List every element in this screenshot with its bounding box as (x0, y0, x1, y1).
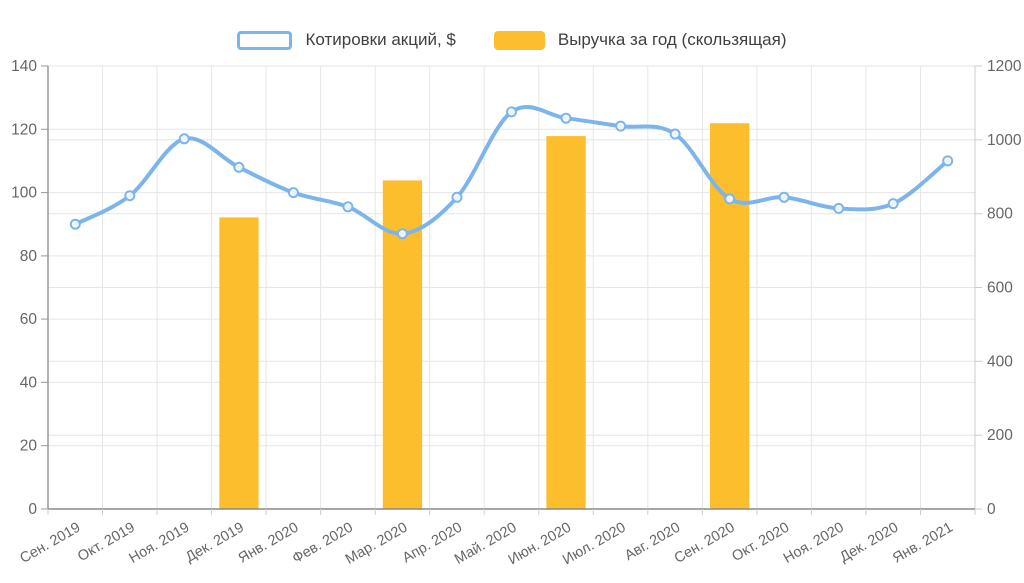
gridlines (48, 65, 976, 510)
left-axis-label: 20 (20, 438, 38, 455)
right-axis-label: 600 (987, 280, 1013, 297)
legend-label-stock-quotes: Котировки акций, $ (305, 30, 456, 49)
legend-item-revenue[interactable]: Выручка за год (скользящая) (493, 30, 787, 50)
axis-ticks (41, 65, 982, 515)
x-axis-label-Июл. 2020: Июл. 2020 (560, 520, 628, 569)
stock-point-Окт. 2020[interactable] (778, 191, 790, 203)
revenue-bar-Июн. 2020[interactable] (546, 136, 586, 509)
stock-point-Апр. 2020[interactable] (451, 191, 463, 203)
stock-point-Ноя. 2020[interactable] (833, 202, 845, 214)
stock-point-Дек. 2019[interactable] (233, 161, 245, 173)
left-axis-label: 40 (20, 374, 38, 391)
right-axis-label: 200 (987, 427, 1013, 444)
x-axis-label-Янв. 2021: Янв. 2021 (890, 520, 956, 567)
x-axis-label-Ноя. 2019: Ноя. 2019 (127, 520, 193, 567)
stock-point-Июл. 2020[interactable] (615, 120, 627, 132)
stock-point-Ноя. 2019[interactable] (178, 133, 190, 145)
legend-swatch-line-icon (237, 30, 293, 50)
legend: Котировки акций, $ Выручка за год (сколь… (0, 30, 1024, 50)
x-axis-label-Янв. 2020: Янв. 2020 (236, 520, 302, 567)
x-axis-label-Ноя. 2020: Ноя. 2020 (781, 520, 847, 567)
left-axis-label: 100 (11, 185, 37, 202)
left-axis-label: 80 (20, 248, 38, 265)
stock-point-Мар. 2020[interactable] (396, 228, 408, 240)
left-axis-label: 120 (11, 121, 37, 138)
stock-point-Фев. 2020[interactable] (342, 201, 354, 213)
right-axis-label: 1000 (987, 132, 1022, 149)
right-axis-label: 400 (987, 353, 1013, 370)
stock-quotes-line (73, 105, 950, 236)
x-axis-label-Дек. 2020: Дек. 2020 (837, 520, 901, 566)
x-axis-label-Сен. 2020: Сен. 2020 (672, 520, 738, 567)
stock-point-Янв. 2020[interactable] (287, 187, 299, 199)
left-axis-label: 60 (20, 311, 38, 328)
stock-quotes-markers (69, 106, 954, 240)
revenue-bar-Сен. 2020[interactable] (710, 123, 750, 509)
stock-point-Сен. 2020[interactable] (724, 193, 736, 205)
stock-point-Окт. 2019[interactable] (124, 190, 136, 202)
right-axis-label: 0 (987, 501, 996, 518)
right-axis-label: 1200 (987, 58, 1022, 75)
x-axis-label-Сен. 2019: Сен. 2019 (17, 520, 83, 567)
legend-label-revenue: Выручка за год (скользящая) (557, 30, 787, 49)
axis-labels: 0 20 40 60 80 100 120 140 0 200 400 600 800 1000 1200 С… (11, 58, 1022, 568)
right-axis-label: 800 (987, 206, 1013, 223)
left-axis-label: 140 (11, 58, 37, 75)
legend-item-stock-quotes[interactable]: Котировки акций, $ (237, 30, 456, 50)
x-axis-label-Окт. 2019: Окт. 2019 (75, 520, 138, 565)
stock-point-Авг. 2020[interactable] (669, 128, 681, 140)
left-axis-label: 0 (28, 501, 37, 518)
x-axis-label-Дек. 2019: Дек. 2019 (183, 520, 247, 566)
stock-point-Янв. 2021[interactable] (942, 155, 954, 167)
stock-point-Дек. 2020[interactable] (887, 198, 899, 210)
stock-point-Июн. 2020[interactable] (560, 112, 572, 124)
stock-point-Май. 2020[interactable] (506, 106, 517, 118)
revenue-bar-Дек. 2019[interactable] (219, 217, 259, 509)
x-axis-label-Мар. 2020: Мар. 2020 (343, 520, 410, 568)
x-axis-label-Окт. 2020: Окт. 2020 (729, 520, 792, 565)
legend-swatch-bar-icon (493, 30, 545, 50)
stock-point-Сен. 2019[interactable] (69, 218, 81, 230)
